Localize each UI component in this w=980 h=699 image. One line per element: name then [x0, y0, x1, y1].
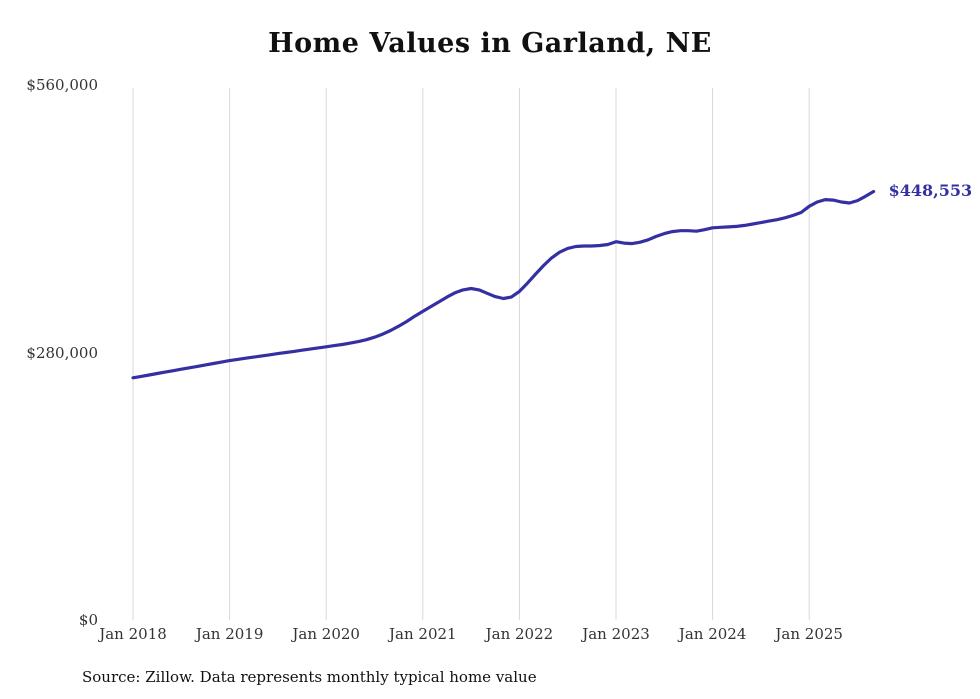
- end-value-label: $448,553: [888, 181, 973, 201]
- source-note: Source: Zillow. Data represents monthly …: [82, 668, 537, 686]
- x-tick-label: Jan 2022: [485, 625, 554, 643]
- x-tick-label: Jan 2019: [195, 625, 264, 643]
- x-tick-label: Jan 2023: [582, 625, 650, 643]
- x-tick-label: Jan 2020: [292, 625, 360, 643]
- x-tick-label: Jan 2018: [99, 625, 167, 643]
- x-tick-label: Jan 2024: [678, 625, 747, 643]
- y-tick-label: $560,000: [26, 76, 98, 94]
- x-tick-label: Jan 2025: [775, 625, 843, 643]
- home-value-line: [131, 189, 876, 380]
- y-tick-label: $0: [78, 611, 98, 629]
- x-tick-label: Jan 2021: [389, 625, 457, 643]
- chart-title: Home Values in Garland, NE: [268, 28, 712, 59]
- y-tick-label: $280,000: [26, 343, 98, 362]
